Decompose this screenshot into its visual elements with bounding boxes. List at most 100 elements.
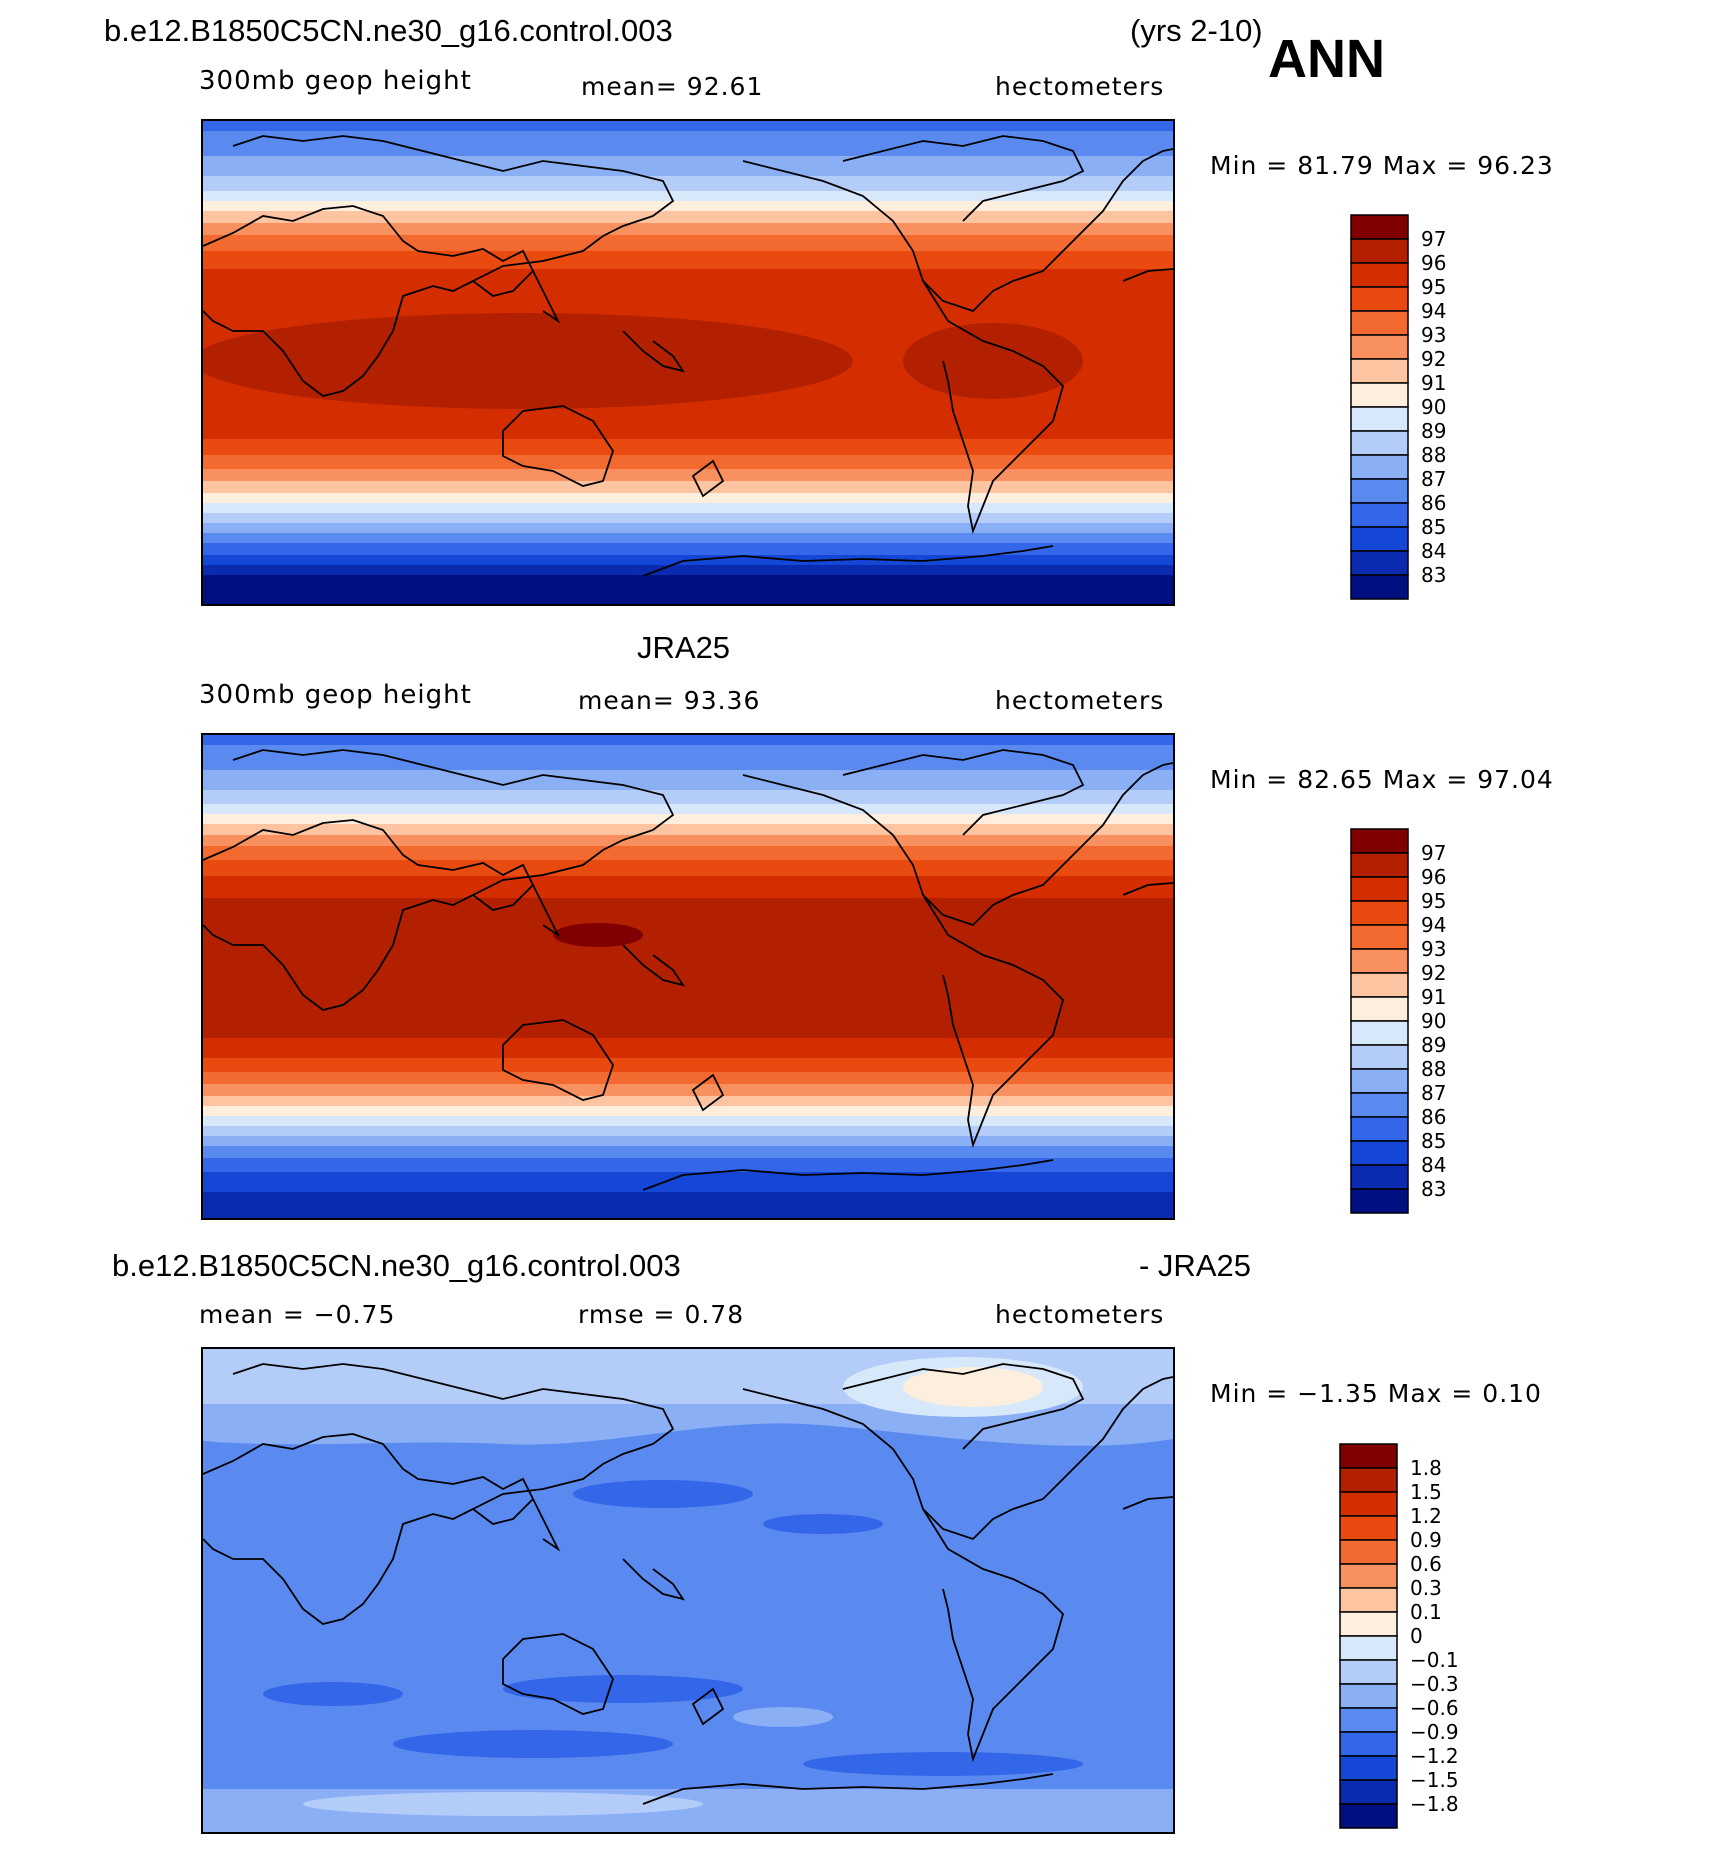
label-bar-swatch <box>1350 1068 1409 1094</box>
panel1-coastlines <box>203 135 1173 577</box>
case-name-title: b.e12.B1850C5CN.ne30_g16.control.003 <box>104 13 673 48</box>
label-bar-level: 89 <box>1421 1033 1446 1057</box>
label-bar-swatch <box>1350 478 1409 504</box>
label-bar-level: 93 <box>1421 937 1446 961</box>
label-bar-level: 91 <box>1421 371 1446 395</box>
label-bar-level: 94 <box>1421 299 1446 323</box>
label-bar-swatch <box>1339 1779 1398 1805</box>
label-bar-swatch <box>1350 1116 1409 1142</box>
label-bar-level: 97 <box>1421 227 1446 251</box>
label-bar-swatch <box>1350 526 1409 552</box>
label-bar-swatch <box>1350 1140 1409 1166</box>
panel2-contour-field <box>203 735 1173 1218</box>
label-bar-swatch <box>1350 996 1409 1022</box>
panel2-label-bar: 97 96 95 94 93 92 91 90 89 88 87 86 85 84 83 <box>1350 828 1497 1219</box>
label-bar-swatch <box>1350 214 1409 240</box>
label-bar-swatch <box>1339 1491 1398 1517</box>
panel1-map <box>201 119 1175 606</box>
label-bar-swatch <box>1350 900 1409 926</box>
panel3-title-right: - JRA25 <box>1139 1248 1251 1283</box>
label-bar-level: 89 <box>1421 419 1446 443</box>
panel3-rmse: rmse = 0.78 <box>578 1300 745 1329</box>
label-bar-swatch <box>1350 1188 1409 1214</box>
label-bar-swatch <box>1339 1563 1398 1589</box>
panel2-units: hectometers <box>995 686 1165 715</box>
label-bar-level: 0 <box>1410 1624 1423 1648</box>
label-bar-level: 86 <box>1421 491 1446 515</box>
label-bar-swatch <box>1350 430 1409 456</box>
label-bar-level: −1.8 <box>1410 1792 1459 1816</box>
label-bar-swatch <box>1350 406 1409 432</box>
panel1-units: hectometers <box>995 72 1165 101</box>
panel3-title-left: b.e12.B1850C5CN.ne30_g16.control.003 <box>112 1248 681 1283</box>
label-bar-level: 87 <box>1421 467 1446 491</box>
label-bar-swatch <box>1339 1635 1398 1661</box>
label-bar-level: 1.2 <box>1410 1504 1442 1528</box>
label-bar-level: 95 <box>1421 275 1446 299</box>
panel2-coastlines <box>203 749 1173 1191</box>
label-bar-swatch <box>1339 1443 1398 1469</box>
label-bar-swatch <box>1339 1755 1398 1781</box>
label-bar-swatch <box>1350 310 1409 336</box>
label-bar-svg: 1.81.51.20.90.60.30.10−0.1−0.3−0.6−0.9−1… <box>1339 1443 1459 1829</box>
label-bar-swatch <box>1350 262 1409 288</box>
label-bar-level: 0.9 <box>1410 1528 1442 1552</box>
label-bar-level: 92 <box>1421 347 1446 371</box>
panel2-variable: 300mb geop height <box>199 680 472 710</box>
label-bar-swatch <box>1339 1683 1398 1709</box>
panel2-title: JRA25 <box>637 630 731 665</box>
label-bar-level: −1.5 <box>1410 1768 1459 1792</box>
label-bar-swatch <box>1350 382 1409 408</box>
label-bar-level: 96 <box>1421 865 1446 889</box>
label-bar-swatch <box>1339 1515 1398 1541</box>
label-bar-swatch <box>1350 1020 1409 1046</box>
label-bar-level: 94 <box>1421 913 1446 937</box>
label-bar-level: 0.3 <box>1410 1576 1442 1600</box>
panel1-contour-field <box>203 121 1173 604</box>
label-bar-swatch <box>1339 1539 1398 1565</box>
label-bar-swatch <box>1350 550 1409 576</box>
label-bar-level: 85 <box>1421 515 1446 539</box>
label-bar-swatch <box>1350 972 1409 998</box>
label-bar-swatch <box>1350 948 1409 974</box>
label-bar-swatch <box>1350 876 1409 902</box>
label-bar-swatch <box>1339 1587 1398 1613</box>
label-bar-level: 96 <box>1421 251 1446 275</box>
label-bar-level: 87 <box>1421 1081 1446 1105</box>
label-bar-swatch <box>1350 1092 1409 1118</box>
panel3-contour-field <box>203 1349 1173 1832</box>
label-bar-swatch <box>1350 1044 1409 1070</box>
label-bar-swatch <box>1350 924 1409 950</box>
label-bar-level: −0.9 <box>1410 1720 1459 1744</box>
panel2-map <box>201 733 1175 1220</box>
label-bar-level: 97 <box>1421 841 1446 865</box>
label-bar-swatch <box>1339 1467 1398 1493</box>
years-label: (yrs 2-10) <box>1130 13 1263 48</box>
panel1-mean: mean= 92.61 <box>581 72 764 101</box>
label-bar-swatch <box>1350 454 1409 480</box>
label-bar-swatch <box>1350 502 1409 528</box>
label-bar-level: 83 <box>1421 563 1446 587</box>
label-bar-swatch <box>1350 1164 1409 1190</box>
label-bar-level: −1.2 <box>1410 1744 1459 1768</box>
panel3-label-bar: 1.8 1.5 1.2 0.9 0.6 0.3 0.1 0 −0.1 −0.3 −0.6 −0.9 −1… <box>1339 1443 1486 1834</box>
panel1-label-bar: 97 96 95 94 93 92 91 90 89 88 87 86 85 84 83 <box>1350 214 1497 605</box>
label-bar-swatch <box>1350 286 1409 312</box>
label-bar-swatch <box>1339 1707 1398 1733</box>
label-bar-level: 0.6 <box>1410 1552 1442 1576</box>
label-bar-level: −0.3 <box>1410 1672 1459 1696</box>
label-bar-swatch <box>1350 238 1409 264</box>
label-bar-swatch <box>1339 1659 1398 1685</box>
label-bar-level: 1.8 <box>1410 1456 1442 1480</box>
panel2-minmax: Min = 82.65 Max = 97.04 <box>1210 765 1554 794</box>
label-bar-level: 1.5 <box>1410 1480 1442 1504</box>
panel3-units: hectometers <box>995 1300 1165 1329</box>
label-bar-level: −0.6 <box>1410 1696 1459 1720</box>
panel3-mean: mean = −0.75 <box>199 1300 396 1329</box>
season-label: ANN <box>1268 29 1385 89</box>
panel2-mean: mean= 93.36 <box>578 686 761 715</box>
label-bar-swatch <box>1350 358 1409 384</box>
label-bar-swatch <box>1339 1731 1398 1757</box>
label-bar-level: 91 <box>1421 985 1446 1009</box>
